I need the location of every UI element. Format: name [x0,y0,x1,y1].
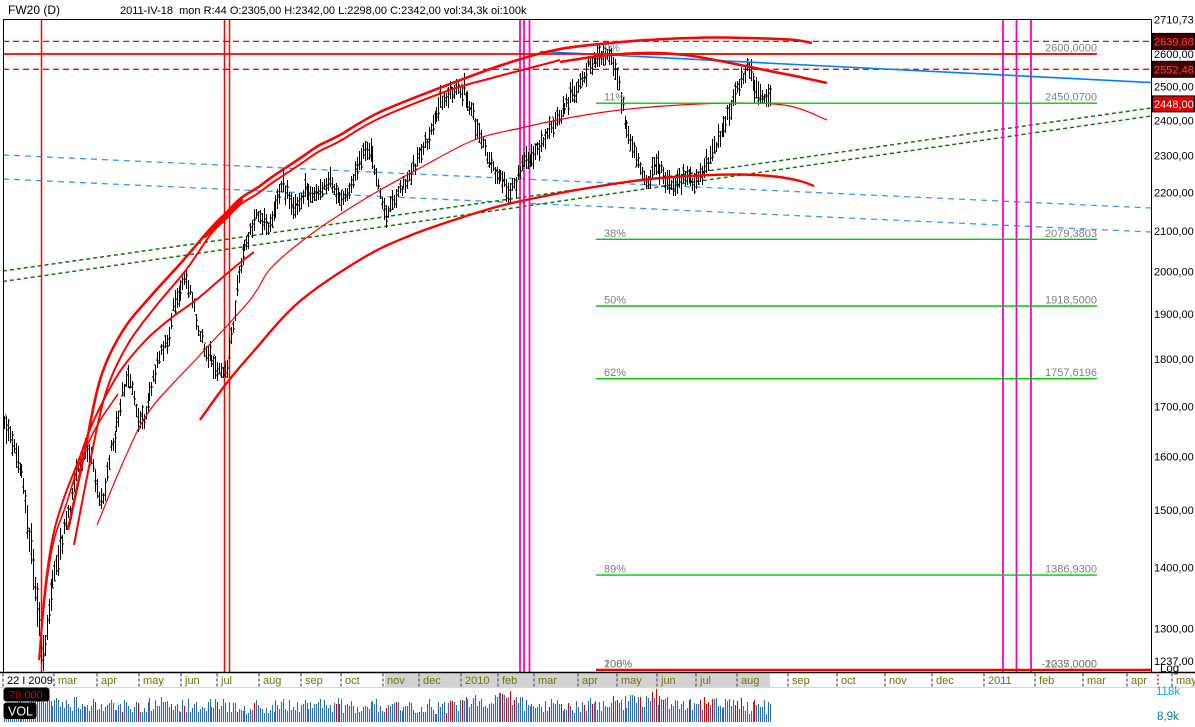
svg-text:1800,00: 1800,00 [1154,354,1194,366]
svg-text:jul: jul [220,675,232,687]
svg-text:sep: sep [792,675,810,687]
svg-text:38%: 38% [604,228,626,240]
svg-text:2000,00: 2000,00 [1154,267,1194,279]
svg-text:2448,00: 2448,00 [1154,99,1194,111]
svg-text:2500,00: 2500,00 [1154,82,1194,94]
svg-text:2600,00: 2600,00 [1154,49,1194,61]
svg-text:1386,9300: 1386,9300 [1045,564,1097,576]
svg-text:mar: mar [1087,675,1106,687]
svg-text:2200,00: 2200,00 [1154,188,1194,200]
svg-text:aug: aug [263,675,281,687]
svg-text:VOL: VOL [8,705,33,719]
svg-text:sep: sep [305,675,323,687]
svg-text:1600,00: 1600,00 [1154,452,1194,464]
svg-text:2710,73: 2710,73 [1154,14,1194,26]
svg-text:2450,0700: 2450,0700 [1045,92,1097,104]
svg-text:1300,00: 1300,00 [1154,624,1194,636]
svg-text:1237,0000: 1237,0000 [1045,658,1097,670]
svg-text:2011-IV-18 mon R:44 O:2305,00: 2011-IV-18 mon R:44 O:2305,00 H:2342,00 … [120,5,527,17]
svg-text:22 I 2009: 22 I 2009 [7,675,53,687]
svg-text:oct: oct [841,675,856,687]
svg-text:nov: nov [387,675,405,687]
svg-text:2079,3803: 2079,3803 [1045,228,1097,240]
svg-text:1918,5000: 1918,5000 [1045,295,1097,307]
svg-text:feb: feb [1039,675,1054,687]
svg-text:Log: Log [1160,663,1179,675]
svg-text:1237,00: 1237,00 [1154,656,1194,668]
svg-text:oct: oct [345,675,360,687]
svg-text:nov: nov [889,675,907,687]
svg-text:62%: 62% [604,367,626,379]
svg-text:118k: 118k [1156,686,1180,698]
svg-text:1900,00: 1900,00 [1154,309,1194,321]
svg-text:may: may [143,675,164,687]
svg-text:2552,48: 2552,48 [1154,64,1194,76]
svg-text:1700,00: 1700,00 [1154,401,1194,413]
svg-text:1757,6196: 1757,6196 [1045,367,1097,379]
svg-text:may: may [621,675,642,687]
svg-text:aug: aug [741,675,759,687]
svg-text:jun: jun [660,675,676,687]
svg-text:1500,00: 1500,00 [1154,505,1194,517]
svg-text:11%: 11% [604,92,625,104]
svg-text:dec: dec [423,675,441,687]
svg-text:2300,00: 2300,00 [1154,151,1194,163]
svg-text:8,9k: 8,9k [1157,711,1179,722]
svg-text:may: may [1176,675,1195,687]
svg-text:100%: 100% [604,658,632,670]
svg-text:0%: 0% [604,43,620,55]
svg-text:89%: 89% [604,564,626,576]
svg-text:2010: 2010 [465,675,489,687]
svg-text:mar: mar [538,675,557,687]
svg-text:jul: jul [699,675,711,687]
svg-text:2600,0000: 2600,0000 [1045,43,1097,55]
svg-text:208%: 208% [604,658,632,670]
svg-text:mar: mar [58,675,77,687]
svg-text:feb: feb [502,675,517,687]
svg-text:apr: apr [101,675,117,687]
svg-text:2639,88: 2639,88 [1154,36,1194,48]
svg-text:FW20 (D): FW20 (D) [8,3,60,17]
svg-text:2011: 2011 [988,675,1012,687]
svg-text:apr: apr [1131,675,1147,687]
svg-text:-2035,0000: -2035,0000 [1041,658,1097,670]
svg-text:1400,00: 1400,00 [1154,562,1194,574]
svg-text:70.000: 70.000 [9,690,43,702]
svg-text:50%: 50% [604,295,626,307]
svg-text:2100,00: 2100,00 [1154,226,1194,238]
svg-text:jun: jun [184,675,200,687]
svg-text:apr: apr [582,675,598,687]
svg-text:dec: dec [936,675,954,687]
svg-text:2400,00: 2400,00 [1154,115,1194,127]
